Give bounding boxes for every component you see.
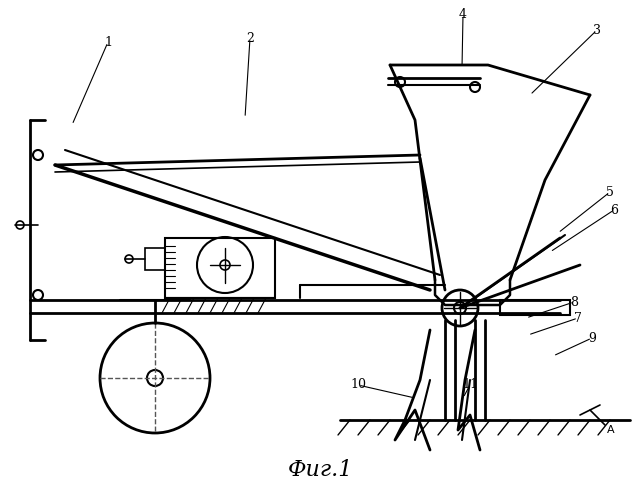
Bar — [145, 248, 165, 270]
Text: 9: 9 — [588, 331, 596, 345]
Text: 3: 3 — [593, 24, 601, 36]
Text: 6: 6 — [610, 204, 618, 216]
Text: 7: 7 — [574, 312, 582, 324]
Text: 8: 8 — [570, 295, 578, 309]
Text: 2: 2 — [246, 32, 254, 44]
Text: 5: 5 — [606, 185, 614, 199]
Text: 10: 10 — [350, 379, 366, 391]
Text: Фиг.1: Фиг.1 — [287, 459, 353, 481]
Text: A: A — [607, 425, 614, 435]
Text: 4: 4 — [459, 8, 467, 22]
Text: 11: 11 — [462, 379, 478, 391]
Text: 1: 1 — [104, 35, 112, 48]
Bar — [500, 300, 570, 315]
Bar — [165, 238, 275, 298]
